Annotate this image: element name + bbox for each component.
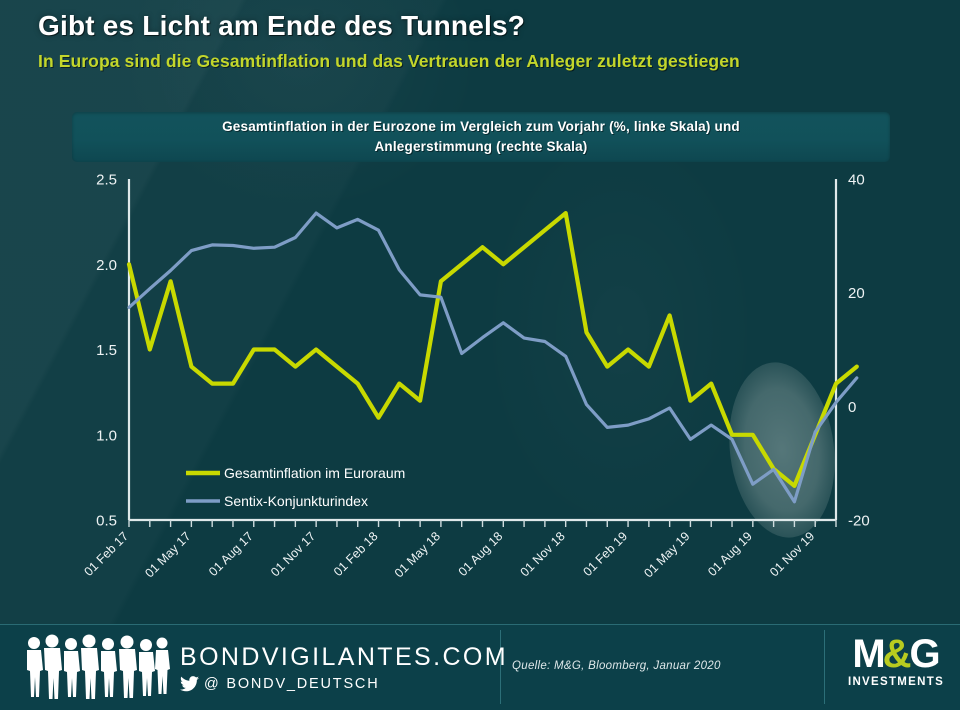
footer-divider-left <box>500 630 501 704</box>
chart-title-banner: Gesamtinflation in der Eurozone im Vergl… <box>72 112 890 162</box>
legend-label: Sentix-Konjunkturindex <box>224 493 368 509</box>
mg-logo-row: M & G <box>842 634 950 674</box>
y-right-tick-label: 40 <box>848 172 865 189</box>
mg-investments-logo: M & G INVESTMENTS <box>842 634 950 704</box>
brand-text: BONDVIGILANTES.COM @ BONDV_DEUTSCH <box>180 642 508 692</box>
x-axis-tick-label: 01 Nov 17 <box>268 529 318 579</box>
x-axis-tick-label: 01 May 19 <box>641 529 692 580</box>
mg-ampersand: & <box>882 632 912 676</box>
x-axis-tick-label: 01 May 17 <box>142 529 193 580</box>
x-axis-tick-label: 01 Aug 17 <box>206 529 256 579</box>
x-axis-tick-label: 01 Aug 19 <box>705 529 755 579</box>
mg-letter-g: G <box>909 632 941 676</box>
chart-title-line1: Gesamtinflation in der Eurozone im Vergl… <box>222 119 740 134</box>
y-right-tick-label: 0 <box>848 399 856 416</box>
chart-legend: Gesamtinflation im Euroraum Sentix-Konjun… <box>186 465 405 509</box>
page-subtitle: In Europa sind die Gesamtinflation und d… <box>38 51 740 71</box>
x-axis-tick-label: 01 Feb 18 <box>331 529 381 579</box>
twitter-handle: @ BONDV_DEUTSCH <box>204 676 380 692</box>
x-axis-tick-label: 01 Nov 18 <box>518 529 568 579</box>
twitter-row[interactable]: @ BONDV_DEUTSCH <box>180 676 508 692</box>
mg-letter-m: M <box>852 632 885 676</box>
y-axis-right-ticks: 40 20 0 -20 <box>848 172 870 530</box>
brand-block: BONDVIGILANTES.COM @ BONDV_DEUTSCH <box>22 633 508 701</box>
mg-logo-subtitle: INVESTMENTS <box>847 676 945 688</box>
x-axis-tick-label: 01 Feb 19 <box>580 529 630 579</box>
legend-label: Gesamtinflation im Euroraum <box>224 465 405 481</box>
y-left-tick-label: 1.5 <box>96 342 117 359</box>
series-line-inflation <box>126 210 859 488</box>
footer: BONDVIGILANTES.COM @ BONDV_DEUTSCH Quell… <box>0 624 960 710</box>
header: Gibt es Licht am Ende des Tunnels? In Eu… <box>38 10 940 72</box>
x-axis-tick-label: 01 May 18 <box>392 529 443 580</box>
recent-upturn-highlight <box>729 362 835 538</box>
x-axis-tick-label: 01 Feb 17 <box>81 529 131 579</box>
x-axis-tick-label: 01 Aug 18 <box>456 529 506 579</box>
chart-title-line2: Anlegerstimmung (rechte Skala) <box>374 139 588 154</box>
y-left-tick-label: 2.0 <box>96 257 117 274</box>
y-left-tick-label: 1.0 <box>96 427 117 444</box>
source-note: Quelle: M&G, Bloomberg, Januar 2020 <box>512 660 721 672</box>
y-axis-left-ticks: 2.5 2.0 1.5 1.0 0.5 <box>96 172 117 530</box>
y-left-tick-label: 0.5 <box>96 513 117 530</box>
footer-divider-right <box>824 630 825 704</box>
y-right-tick-label: 20 <box>848 285 865 302</box>
y-right-tick-label: -20 <box>848 513 870 530</box>
crowd-silhouette-icon <box>27 634 170 699</box>
footer-top-divider <box>0 624 960 625</box>
chart-title-text: Gesamtinflation in der Eurozone im Vergl… <box>206 117 756 157</box>
twitter-bird-icon <box>180 676 199 692</box>
site-url[interactable]: BONDVIGILANTES.COM <box>180 643 508 671</box>
x-axis-ticks: 01 Feb 17 01 May 17 01 Aug 17 01 Nov 17 01 F… <box>81 520 837 580</box>
y-left-tick-label: 2.5 <box>96 172 117 189</box>
chart-area: 2.5 2.0 1.5 1.0 0.5 40 20 0 -20 01 Feb 17 01 May… <box>0 165 960 620</box>
series-line-sentix <box>127 211 859 504</box>
page-title: Gibt es Licht am Ende des Tunnels? <box>38 10 526 41</box>
chart-series <box>126 210 859 504</box>
